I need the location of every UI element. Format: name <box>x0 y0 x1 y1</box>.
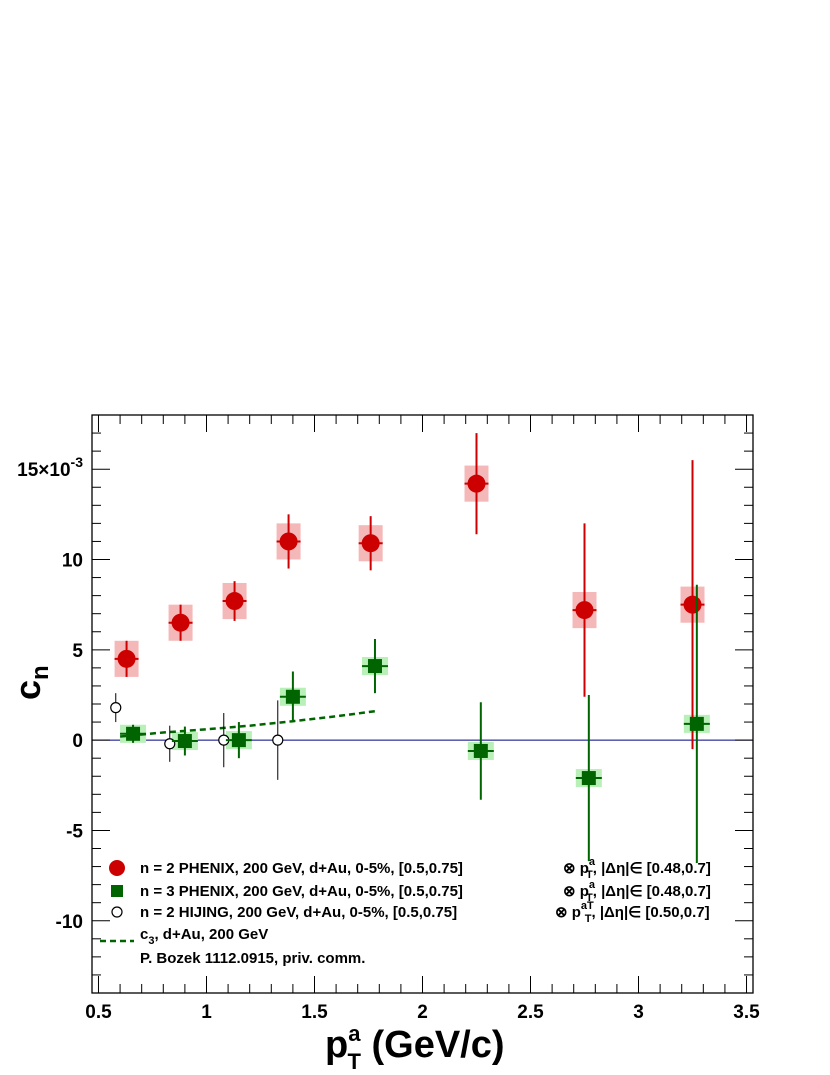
legend-c3-label: c3, d+Au, 200 GeV <box>140 926 268 947</box>
x-axis-title: pa T (GeV/c) <box>325 1021 505 1074</box>
legend: n = 2 PHENIX, 200 GeV, d+Au, 0-5%, [0.5,… <box>100 856 711 967</box>
y-exponent-mantissa: 15 <box>17 460 39 481</box>
legend-suffix-sub: T <box>585 913 592 925</box>
y-axis-title-sub: n <box>27 665 54 680</box>
n3-phenix-point <box>285 689 300 704</box>
n2-phenix-point <box>575 601 594 620</box>
axis-ticks <box>92 414 753 994</box>
n2-phenix-point <box>467 474 486 493</box>
legend-entry-suffix: ⊗ pa T, |Δη|∈ [0.48,0.7] <box>563 856 711 881</box>
y-tick-label: 0 <box>72 731 83 752</box>
x-tick-label: 1 <box>201 1002 212 1023</box>
n2-phenix-point <box>683 595 702 614</box>
y-axis-title-main: c <box>7 680 48 700</box>
hijing-point <box>110 702 122 714</box>
hijing-point <box>272 734 284 746</box>
y-exponent-power: -3 <box>71 454 84 470</box>
x-tick-label: 2.5 <box>517 1002 544 1023</box>
chart-marks <box>92 433 753 863</box>
n2-phenix-point <box>361 534 380 553</box>
n3-phenix-point <box>581 771 596 786</box>
y-tick-label: 5 <box>72 641 83 662</box>
x-tick-label: 1.5 <box>301 1002 328 1023</box>
legend-n3-marker <box>111 885 123 897</box>
legend-c3-rest: , d+Au, 200 GeV <box>154 926 268 943</box>
n2-phenix-point <box>279 532 298 551</box>
legend-suffix-range: , |Δη|∈ [0.50,0.7] <box>591 904 709 921</box>
legend-c3-sub: 3 <box>148 935 154 947</box>
legend-entry-label: n = 2 PHENIX, 200 GeV, d+Au, 0-5%, [0.5,… <box>140 860 463 877</box>
y-axis-title: cn <box>7 665 54 700</box>
y-tick-label: -10 <box>56 912 83 933</box>
legend-suffix-op: ⊗ p <box>563 883 589 900</box>
legend-credit-label: P. Bozek 1112.0915, priv. comm. <box>140 950 365 967</box>
legend-hijing-marker <box>111 906 123 918</box>
legend-suffix-op: ⊗ p <box>563 860 589 877</box>
y-exponent-label: 15×10-3 <box>17 454 83 481</box>
y-tick-label: -5 <box>66 821 83 842</box>
legend-entry-label: n = 3 PHENIX, 200 GeV, d+Au, 0-5%, [0.5,… <box>140 883 463 900</box>
legend-entry-suffix: ⊗ paT T, |Δη|∈ [0.50,0.7] <box>555 900 710 925</box>
n3-phenix-point <box>177 734 192 749</box>
n3-phenix-point <box>126 726 141 741</box>
x-tick-label: 0.5 <box>85 1002 112 1023</box>
n2-phenix-point <box>225 592 244 611</box>
axis-titles: pa T (GeV/c)cn <box>7 665 505 1074</box>
legend-entry-suffix: ⊗ pa T, |Δη|∈ [0.48,0.7] <box>563 879 711 904</box>
legend-suffix-range: , |Δη|∈ [0.48,0.7] <box>593 883 711 900</box>
x-axis-title-main: p <box>325 1024 348 1066</box>
n3-phenix-point <box>367 659 382 674</box>
y-exponent-times: × <box>38 460 49 481</box>
x-axis-title-sub: T <box>347 1049 361 1074</box>
legend-suffix-sup: a <box>589 856 596 868</box>
n3-phenix-point <box>473 743 488 758</box>
x-tick-label: 2 <box>417 1002 428 1023</box>
n3-phenix-point <box>689 716 704 731</box>
x-axis-title-sup: a <box>348 1021 361 1046</box>
legend-suffix-op: ⊗ p <box>555 904 581 921</box>
x-tick-label: 3.5 <box>733 1002 760 1023</box>
legend-suffix-sub: T <box>586 869 593 881</box>
legend-suffix-sub: T <box>586 892 593 904</box>
legend-suffix-range: , |Δη|∈ [0.48,0.7] <box>593 860 711 877</box>
y-exponent-base: 10 <box>49 460 70 481</box>
n2-phenix-point <box>117 649 136 668</box>
y-tick-label: 10 <box>62 551 83 572</box>
n3-phenix-point <box>231 733 246 748</box>
legend-suffix-sup: a <box>589 879 596 891</box>
c3-theory-line <box>119 709 376 738</box>
legend-c3-main: c <box>140 926 148 943</box>
legend-entry-label: n = 2 HIJING, 200 GeV, d+Au, 0-5%, [0.5,… <box>140 904 457 921</box>
n2-phenix-point <box>171 613 190 632</box>
legend-suffix-sup: aT <box>581 900 594 912</box>
x-tick-label: 3 <box>633 1002 644 1023</box>
x-axis-title-units: (GeV/c) <box>361 1024 505 1066</box>
legend-n2-marker <box>109 860 125 876</box>
